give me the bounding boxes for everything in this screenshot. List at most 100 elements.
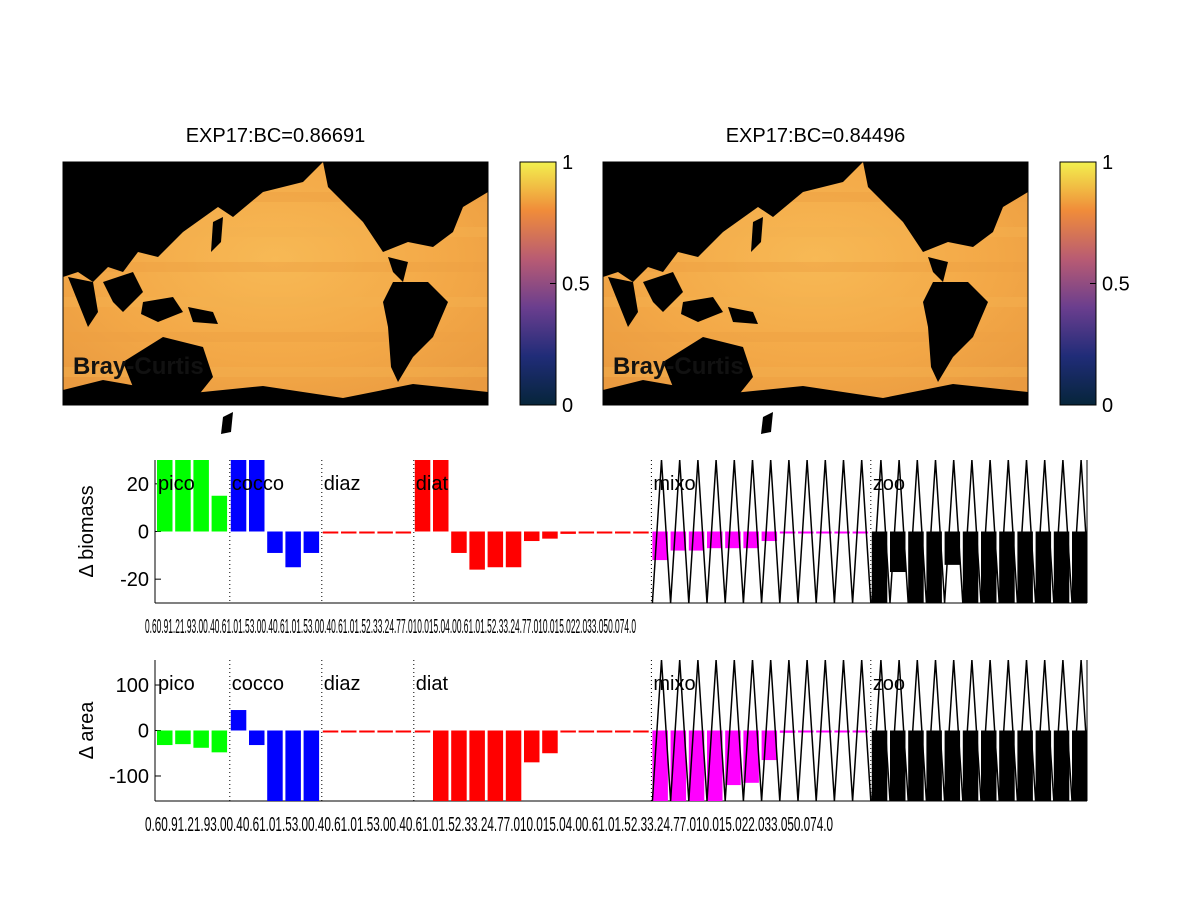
bar (267, 531, 283, 553)
bar (1163, 731, 1179, 802)
bar (322, 531, 339, 534)
bar (524, 531, 540, 542)
y-tick-label: 0 (138, 721, 149, 743)
bar (1163, 532, 1179, 539)
bar (1090, 532, 1106, 604)
group-label: mixo (653, 673, 695, 695)
colorbar-tick-label: 0.5 (1102, 274, 1130, 296)
group-mixo (651, 460, 872, 603)
colorbar-tick-label: 0.5 (562, 274, 590, 296)
bar (211, 730, 228, 753)
bar (193, 730, 209, 748)
bar (834, 531, 850, 534)
x-tick-labels: 0.60.91.21.93.00.40.61.01.53.00.40.61.01… (145, 616, 636, 638)
bar (395, 730, 412, 733)
bar (230, 460, 247, 532)
bar (1181, 731, 1197, 790)
bar (615, 531, 631, 534)
ocean-band (63, 297, 488, 307)
group-diaz (322, 730, 412, 733)
group-diat (414, 460, 649, 570)
bar (1108, 731, 1124, 802)
bar (341, 730, 357, 733)
group-pico (157, 730, 228, 753)
ocean-band (63, 192, 488, 202)
bar (1108, 532, 1124, 573)
group-label: diaz (324, 473, 361, 495)
ocean-band (63, 367, 488, 377)
bar (359, 730, 375, 733)
ocean-band (63, 332, 488, 342)
bar (560, 730, 576, 733)
bar (285, 531, 301, 568)
bar (157, 730, 173, 746)
bar (303, 730, 320, 801)
bar (359, 531, 375, 534)
bar (211, 495, 228, 532)
map-title: EXP17:BC=0.86691 (186, 125, 366, 147)
group-zoo (871, 460, 1179, 604)
y-tick-label: 0 (138, 522, 149, 544)
bar (816, 531, 832, 534)
group-cocco (230, 710, 320, 801)
bar (779, 531, 796, 534)
bar (1127, 731, 1143, 802)
bar (633, 531, 649, 534)
bar (230, 710, 247, 731)
bar (578, 531, 595, 534)
y-axis-label: Δ area (76, 701, 98, 760)
bar (615, 730, 631, 733)
bar (341, 531, 357, 534)
bar (157, 460, 173, 532)
y-tick-label: -20 (120, 569, 149, 591)
map-frame (602, 161, 1029, 406)
bar (469, 531, 485, 570)
bars (157, 460, 1179, 604)
group-label: cocco (232, 673, 284, 695)
group-mixo (651, 660, 872, 801)
bar (451, 531, 467, 553)
group-label: pico (158, 473, 195, 495)
colorbar-tick-label: 1 (562, 152, 573, 174)
bar (487, 531, 504, 568)
bar (249, 730, 265, 746)
ocean-band (603, 192, 1028, 202)
colorbar-tick-label: 1 (1102, 152, 1113, 174)
bar (267, 730, 283, 801)
group-label: mixo (653, 473, 695, 495)
bar (596, 531, 613, 534)
bar (1145, 731, 1161, 802)
bar (633, 730, 649, 733)
colorbar: 00.51 (1059, 152, 1130, 417)
charts-layer: 20 0 -20 Δ biomass pico cocco diaz diat mixo zoo 0… (76, 460, 1197, 836)
bar (1090, 731, 1106, 802)
bar (761, 531, 778, 542)
group-label: zoo (873, 673, 905, 695)
bar (303, 531, 320, 553)
bar (834, 730, 850, 733)
bar (175, 460, 191, 532)
bar (524, 730, 540, 763)
group-label: diaz (324, 673, 361, 695)
map-label: Bray-Curtis (73, 353, 204, 380)
y-tick-label: -100 (109, 766, 149, 788)
y-tick-label: 100 (116, 675, 149, 697)
bar (285, 730, 301, 801)
ocean-band (63, 262, 488, 272)
bar-chart-2: 100 0 -100 Δ area pico cocco diaz diat mixo zoo 0.… (76, 660, 1197, 836)
bar (395, 531, 412, 534)
bar (560, 531, 576, 534)
ocean-band (603, 297, 1028, 307)
bar (175, 730, 191, 745)
bars (157, 660, 1197, 802)
group-label: cocco (232, 473, 284, 495)
bar (798, 531, 814, 534)
bar (377, 531, 393, 534)
bar (1145, 532, 1161, 546)
bar (451, 730, 467, 801)
map-title: EXP17:BC=0.84496 (726, 125, 906, 147)
x-tick-labels: 0.60.91.21.93.00.40.61.01.53.00.40.61.01… (145, 814, 833, 836)
